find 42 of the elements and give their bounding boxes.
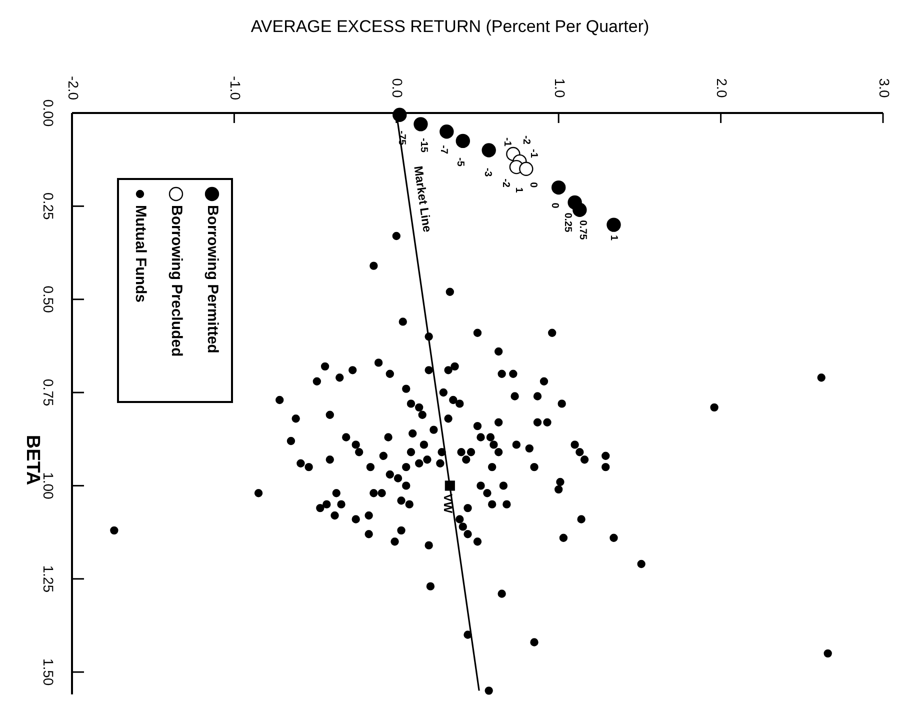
legend-label: Borrowing Permitted (204, 205, 222, 354)
annotation: -7 (438, 145, 450, 155)
x-tick-label: -2.0 (65, 76, 82, 100)
y-tick-label: 1.50 (40, 658, 56, 686)
point (552, 180, 566, 195)
point (606, 218, 621, 232)
x-tick-label: 3.0 (876, 78, 892, 98)
annotation: -1 (502, 138, 513, 147)
x-tick-label: 2.0 (714, 78, 730, 98)
x-tick-label: -1.0 (227, 76, 244, 100)
y-tick-label: 0.75 (40, 378, 56, 406)
point (482, 143, 496, 158)
annotation: -5 (454, 158, 466, 167)
annotation: -2 (520, 136, 532, 145)
annotation: 1 (608, 235, 620, 242)
annotation: 0.25 (562, 212, 574, 233)
y-tick-label: 1.00 (40, 472, 56, 500)
chart-title: AVERAGE EXCESS RETURN (Percent Per Quarter) (250, 17, 650, 36)
point (444, 480, 455, 491)
point (440, 124, 454, 139)
annotation: 0 (528, 182, 539, 188)
text: Market Line (411, 165, 434, 234)
point (414, 117, 428, 132)
y-tick-label: 1.25 (40, 565, 56, 593)
annotation: 0.75 (577, 220, 588, 240)
legend-label: Mutual Funds (132, 205, 150, 302)
annotation: -15 (418, 138, 430, 153)
legend-label: Borrowing Precluded (168, 205, 186, 357)
annotation: -2 (500, 178, 511, 188)
annotation: -1 (528, 149, 540, 158)
annotation: -3 (482, 168, 494, 178)
point (456, 134, 470, 148)
y-tick-label: 0.25 (40, 192, 56, 220)
x-tick-label: 0.0 (390, 78, 406, 98)
y-axis-title: BETA (22, 434, 43, 486)
point (572, 202, 587, 217)
x-tick-label: 1.0 (552, 78, 568, 98)
y-tick-label: 0.50 (40, 286, 56, 314)
annotation: 1 (512, 187, 524, 194)
point (519, 162, 534, 176)
annotation: 0 (548, 202, 560, 209)
y-tick-label: 0.00 (40, 99, 56, 127)
